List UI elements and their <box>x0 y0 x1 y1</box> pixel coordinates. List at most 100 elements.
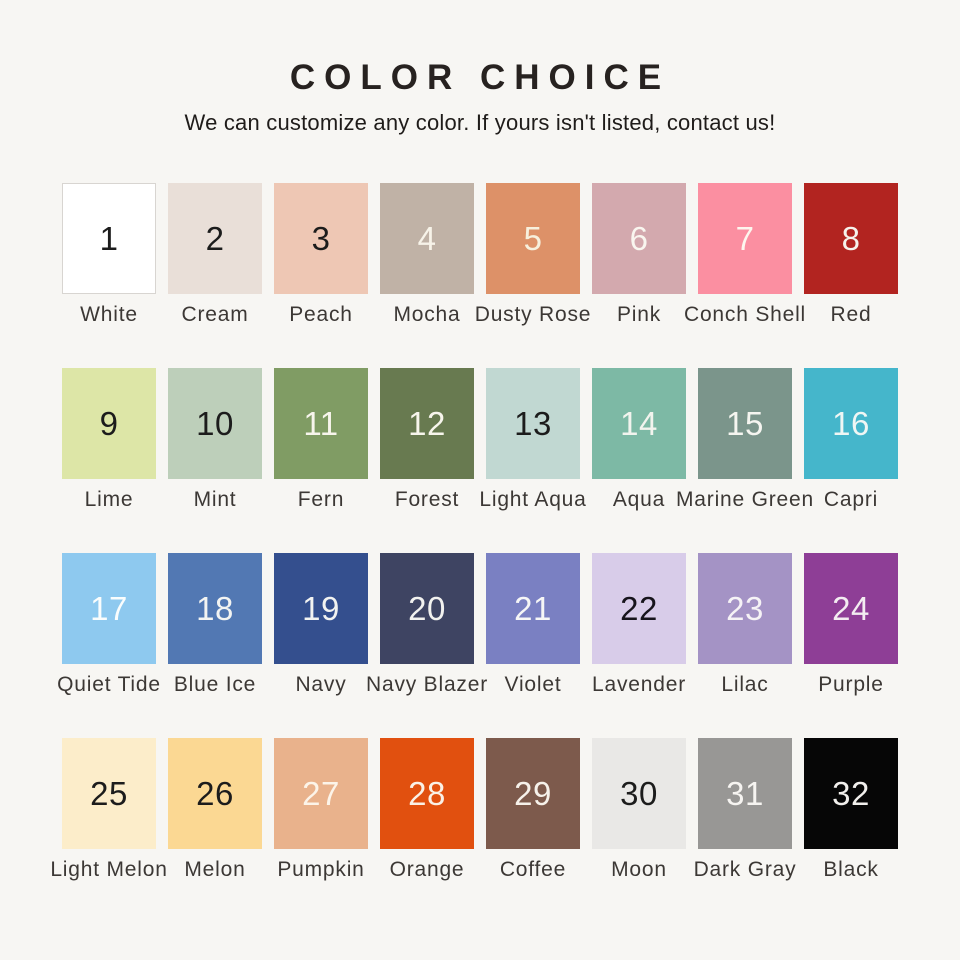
color-swatch-24[interactable]: 24 <box>804 553 898 664</box>
color-name-label: Navy Blazer <box>366 673 489 696</box>
color-option-light-aqua: 13 Light Aqua <box>479 368 586 512</box>
color-option-conch-shell: 7 Conch Shell <box>684 183 805 327</box>
color-name-label: Purple <box>818 673 884 696</box>
color-swatch-1[interactable]: 1 <box>62 183 156 294</box>
swatch-row-2: 9 Lime 10 Mint 11 Fern 12 Forest 13 Light Aqua 14 A… <box>0 368 960 512</box>
color-name-label: Moon <box>611 858 667 881</box>
color-option-dark-gray: 31 Dark Gray <box>694 738 796 882</box>
color-option-navy-blazer: 20 Navy Blazer <box>366 553 487 697</box>
color-name-label: Mint <box>193 488 237 511</box>
color-option-mint: 10 Mint <box>168 368 262 512</box>
color-swatch-10[interactable]: 10 <box>168 368 262 479</box>
color-option-coffee: 29 Coffee <box>486 738 580 882</box>
color-name-label: Lime <box>84 488 134 511</box>
color-name-label: Red <box>830 303 872 326</box>
swatch-row-3: 17 Quiet Tide 18 Blue Ice 19 Navy 20 Navy Blaze… <box>0 553 960 697</box>
color-option-quiet-tide: 17 Quiet Tide <box>57 553 160 697</box>
color-name-label: Dark Gray <box>693 858 797 881</box>
header: COLOR CHOICE We can customize any color.… <box>0 0 960 136</box>
color-swatch-8[interactable]: 8 <box>804 183 898 294</box>
color-name-label: Capri <box>823 488 879 511</box>
color-option-melon: 26 Melon <box>168 738 262 882</box>
color-name-label: Cream <box>181 303 249 326</box>
color-swatch-30[interactable]: 30 <box>592 738 686 849</box>
color-name-label: Fern <box>297 488 345 511</box>
color-name-label: Orange <box>389 858 465 881</box>
color-swatch-12[interactable]: 12 <box>380 368 474 479</box>
color-option-lilac: 23 Lilac <box>698 553 792 697</box>
color-option-marine-green: 15 Marine Green <box>676 368 813 512</box>
swatch-row-1: 1 White 2 Cream 3 Peach 4 Mocha 5 Dusty Rose 6 Pink… <box>0 183 960 327</box>
color-name-label: Blue Ice <box>173 673 257 696</box>
color-swatch-31[interactable]: 31 <box>698 738 792 849</box>
swatch-grid: 1 White 2 Cream 3 Peach 4 Mocha 5 Dusty Rose 6 Pink… <box>0 183 960 882</box>
color-swatch-27[interactable]: 27 <box>274 738 368 849</box>
color-swatch-28[interactable]: 28 <box>380 738 474 849</box>
color-name-label: Lavender <box>592 673 686 696</box>
color-swatch-25[interactable]: 25 <box>62 738 156 849</box>
color-option-aqua: 14 Aqua <box>592 368 686 512</box>
color-swatch-13[interactable]: 13 <box>486 368 580 479</box>
color-option-navy: 19 Navy <box>274 553 368 697</box>
color-option-moon: 30 Moon <box>592 738 686 882</box>
color-option-peach: 3 Peach <box>274 183 368 327</box>
color-name-label: Quiet Tide <box>57 673 161 696</box>
color-swatch-16[interactable]: 16 <box>804 368 898 479</box>
color-name-label: Pink <box>616 303 662 326</box>
page-subtitle: We can customize any color. If yours isn… <box>184 110 776 135</box>
color-swatch-32[interactable]: 32 <box>804 738 898 849</box>
color-swatch-5[interactable]: 5 <box>486 183 580 294</box>
color-swatch-14[interactable]: 14 <box>592 368 686 479</box>
color-option-lime: 9 Lime <box>62 368 156 512</box>
color-option-cream: 2 Cream <box>168 183 262 327</box>
color-swatch-15[interactable]: 15 <box>698 368 792 479</box>
color-name-label: Marine Green <box>676 488 814 511</box>
color-option-mocha: 4 Mocha <box>380 183 474 327</box>
color-option-black: 32 Black <box>804 738 898 882</box>
color-name-label: Navy <box>295 673 347 696</box>
color-name-label: Conch Shell <box>683 303 807 326</box>
color-option-pumpkin: 27 Pumpkin <box>274 738 368 882</box>
color-name-label: Light Melon <box>50 858 168 881</box>
color-name-label: White <box>80 303 138 326</box>
color-name-label: Dusty Rose <box>474 303 592 326</box>
color-option-fern: 11 Fern <box>274 368 368 512</box>
color-name-label: Pumpkin <box>277 858 365 881</box>
color-option-purple: 24 Purple <box>804 553 898 697</box>
color-swatch-7[interactable]: 7 <box>698 183 792 294</box>
color-option-white: 1 White <box>62 183 156 327</box>
color-swatch-2[interactable]: 2 <box>168 183 262 294</box>
color-swatch-6[interactable]: 6 <box>592 183 686 294</box>
color-swatch-9[interactable]: 9 <box>62 368 156 479</box>
swatch-row-4: 25 Light Melon 26 Melon 27 Pumpkin 28 Orange 29 C… <box>0 738 960 882</box>
color-option-orange: 28 Orange <box>380 738 474 882</box>
color-swatch-20[interactable]: 20 <box>380 553 474 664</box>
color-swatch-29[interactable]: 29 <box>486 738 580 849</box>
color-swatch-18[interactable]: 18 <box>168 553 262 664</box>
color-name-label: Lilac <box>721 673 769 696</box>
color-option-red: 8 Red <box>804 183 898 327</box>
color-name-label: Violet <box>504 673 562 696</box>
color-name-label: Coffee <box>499 858 567 881</box>
color-swatch-17[interactable]: 17 <box>62 553 156 664</box>
color-name-label: Black <box>823 858 879 881</box>
color-swatch-23[interactable]: 23 <box>698 553 792 664</box>
color-option-pink: 6 Pink <box>592 183 686 327</box>
color-swatch-26[interactable]: 26 <box>168 738 262 849</box>
color-swatch-3[interactable]: 3 <box>274 183 368 294</box>
color-name-label: Forest <box>394 488 460 511</box>
color-option-forest: 12 Forest <box>380 368 474 512</box>
color-option-violet: 21 Violet <box>486 553 580 697</box>
color-option-dusty-rose: 5 Dusty Rose <box>475 183 590 327</box>
color-swatch-4[interactable]: 4 <box>380 183 474 294</box>
color-swatch-19[interactable]: 19 <box>274 553 368 664</box>
color-option-lavender: 22 Lavender <box>592 553 686 697</box>
color-name-label: Melon <box>184 858 246 881</box>
color-option-light-melon: 25 Light Melon <box>50 738 167 882</box>
color-swatch-21[interactable]: 21 <box>486 553 580 664</box>
color-option-blue-ice: 18 Blue Ice <box>168 553 262 697</box>
page-title: COLOR CHOICE <box>289 58 671 97</box>
color-swatch-11[interactable]: 11 <box>274 368 368 479</box>
color-name-label: Light Aqua <box>479 488 587 511</box>
color-swatch-22[interactable]: 22 <box>592 553 686 664</box>
